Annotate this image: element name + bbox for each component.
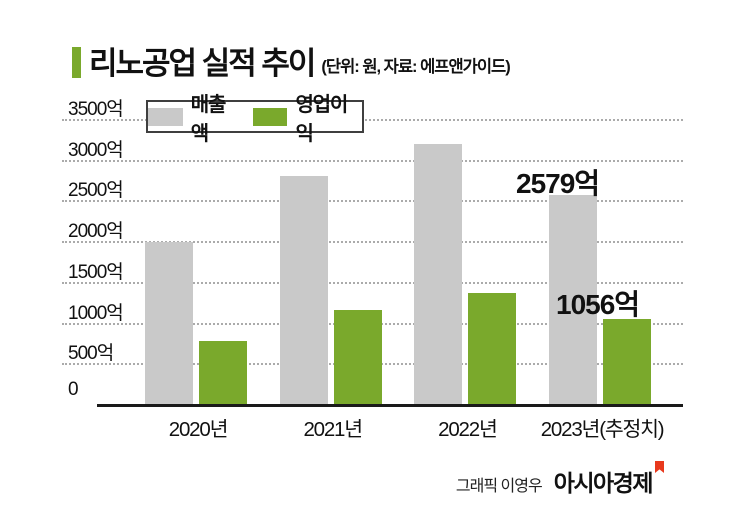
chart-legend: 매출액 영업이익 [146,94,364,145]
legend-label-operating-profit: 영업이익 [295,93,348,145]
bar-profit-2021 [333,309,382,405]
bar-revenue-2023 [549,194,598,405]
brand-logo-text: 아시아경제 [553,470,654,496]
x-tick-2022: 2022년 [438,418,498,441]
y-tick-500: 500억 [68,343,114,365]
revenue-swatch-icon [148,107,183,126]
graphic-credit: 그래픽 이영우 [455,478,543,495]
title-block: 리노공업 실적 추이 (단위: 원, 자료: 에프앤가이드) [72,46,511,82]
brand-logo: 아시아경제 [553,461,664,498]
y-tick-2000: 2000억 [68,221,124,243]
x-axis-line [97,404,683,407]
y-tick-3500: 3500억 [68,99,124,120]
gridline-2500 [62,200,683,203]
footer: 그래픽 이영우 아시아경제 [0,461,664,498]
gridline-1500 [62,281,683,284]
unit-source-note: (단위: 원, 자료: 에프앤가이드) [321,57,510,76]
bar-profit-2023 [603,319,652,405]
y-tick-0: 0 [68,379,79,400]
y-tick-2500: 2500억 [68,180,124,202]
bar-revenue-2020 [145,242,193,405]
gridline-3000 [62,159,683,162]
bar-profit-2020 [199,341,247,405]
bar-revenue-2021 [279,176,328,405]
title-accent-bar [72,46,81,78]
operating-profit-swatch-icon [252,107,288,126]
annotation-profit-2023: 1056억 [556,289,640,320]
y-tick-1500: 1500억 [68,261,124,283]
gridline-3500 [62,119,683,121]
annotation-revenue-2023: 2579억 [516,168,600,199]
bar-profit-2022 [468,293,517,405]
page-title: 리노공업 실적 추이 [89,46,316,81]
legend-item-operating-profit: 영업이익 [252,88,362,146]
x-tick-2021: 2021년 [303,418,363,441]
bar-revenue-2022 [414,144,463,405]
brand-mark-icon [655,461,664,473]
legend-item-revenue: 매출액 [148,88,241,146]
legend-label-revenue: 매출액 [190,93,227,145]
gridline-2000 [62,241,683,244]
x-tick-2020: 2020년 [168,418,229,441]
x-tick-2023: 2023년(추정치) [540,418,665,441]
y-tick-1000: 1000억 [68,302,124,324]
y-tick-3000: 3000억 [68,139,124,161]
